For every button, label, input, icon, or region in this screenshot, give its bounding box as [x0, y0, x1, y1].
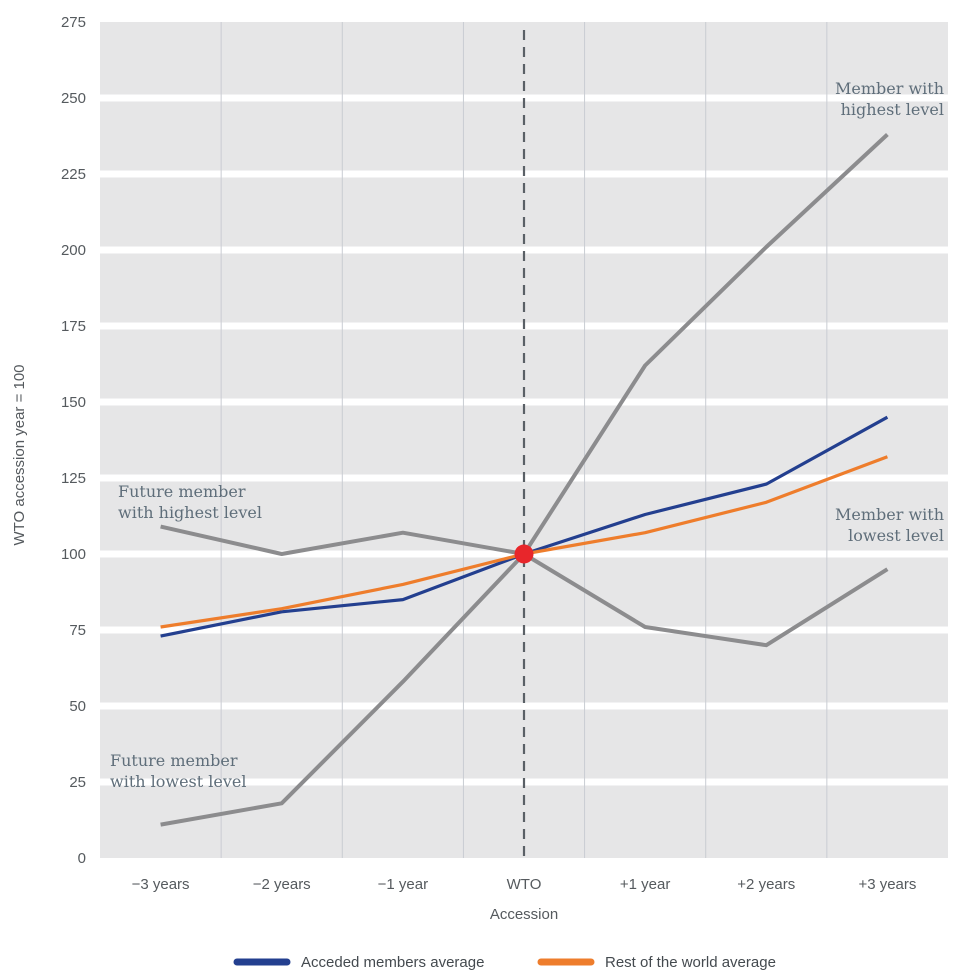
y-tick-label: 275: [61, 14, 86, 31]
legend-label: Rest of the world average: [605, 954, 776, 971]
annotation-line: Future member: [110, 751, 238, 770]
annotation-line: with lowest level: [110, 772, 246, 791]
x-axis-ticks: −3 years −2 years −1 year WTO +1 year +2 year…: [132, 876, 917, 893]
y-tick-label: 100: [61, 546, 86, 563]
x-tick-label: −2 years: [253, 876, 311, 893]
y-tick-label: 25: [69, 774, 86, 791]
annotation-line: lowest level: [848, 526, 944, 545]
y-tick-label: 125: [61, 470, 86, 487]
annotation-line: Future member: [118, 482, 246, 501]
annotation-label: Member with highest level: [835, 79, 944, 119]
series-line-member-with-highest-level: [522, 133, 889, 556]
series-line-future-member-with-highest-level: [160, 524, 525, 556]
y-tick-label: 200: [61, 242, 86, 259]
gridline-y-150: [100, 398, 948, 406]
annotation-label: Future member with lowest level: [110, 751, 246, 791]
accession-marker: [514, 544, 534, 564]
annotation-line: Member with: [835, 505, 944, 524]
x-axis-title: Accession: [490, 906, 558, 923]
annotation-label: Future member with highest level: [118, 482, 262, 522]
gridline-y-50: [100, 702, 948, 710]
annotation-line: highest level: [841, 100, 944, 119]
x-tick-label: +1 year: [620, 876, 670, 893]
vertical-gridlines: [220, 22, 828, 858]
series-line-member-with-lowest-level: [522, 552, 889, 648]
y-tick-label: 175: [61, 318, 86, 335]
y-axis-title: WTO accession year = 100: [11, 364, 28, 545]
x-tick-label: +2 years: [737, 876, 795, 893]
series-annotations: Member with highest level Member with lowes…: [110, 79, 944, 791]
legend-label: Acceded members average: [301, 954, 484, 971]
annotation-line: with highest level: [118, 503, 262, 522]
annotation-line: Member with: [835, 79, 944, 98]
annotation-label: Member with lowest level: [835, 505, 944, 545]
y-tick-label: 150: [61, 394, 86, 411]
x-tick-label: +3 years: [858, 876, 916, 893]
accession-point: [514, 544, 534, 564]
y-tick-label: 75: [69, 622, 86, 639]
y-tick-label: 225: [61, 166, 86, 183]
y-tick-label: 250: [61, 90, 86, 107]
x-tick-label: −3 years: [132, 876, 190, 893]
legend: Acceded members average Rest of the world…: [233, 954, 776, 971]
y-tick-label: 0: [78, 850, 86, 867]
gridline-y-200: [100, 246, 948, 254]
series-line-future-member-with-lowest-level: [160, 552, 526, 827]
x-tick-label: −1 year: [378, 876, 428, 893]
y-tick-label: 50: [69, 698, 86, 715]
y-axis-ticks: 0 25 50 75 100 125 150 175 200 225 250 275: [61, 14, 86, 867]
x-tick-label: WTO: [507, 876, 542, 893]
